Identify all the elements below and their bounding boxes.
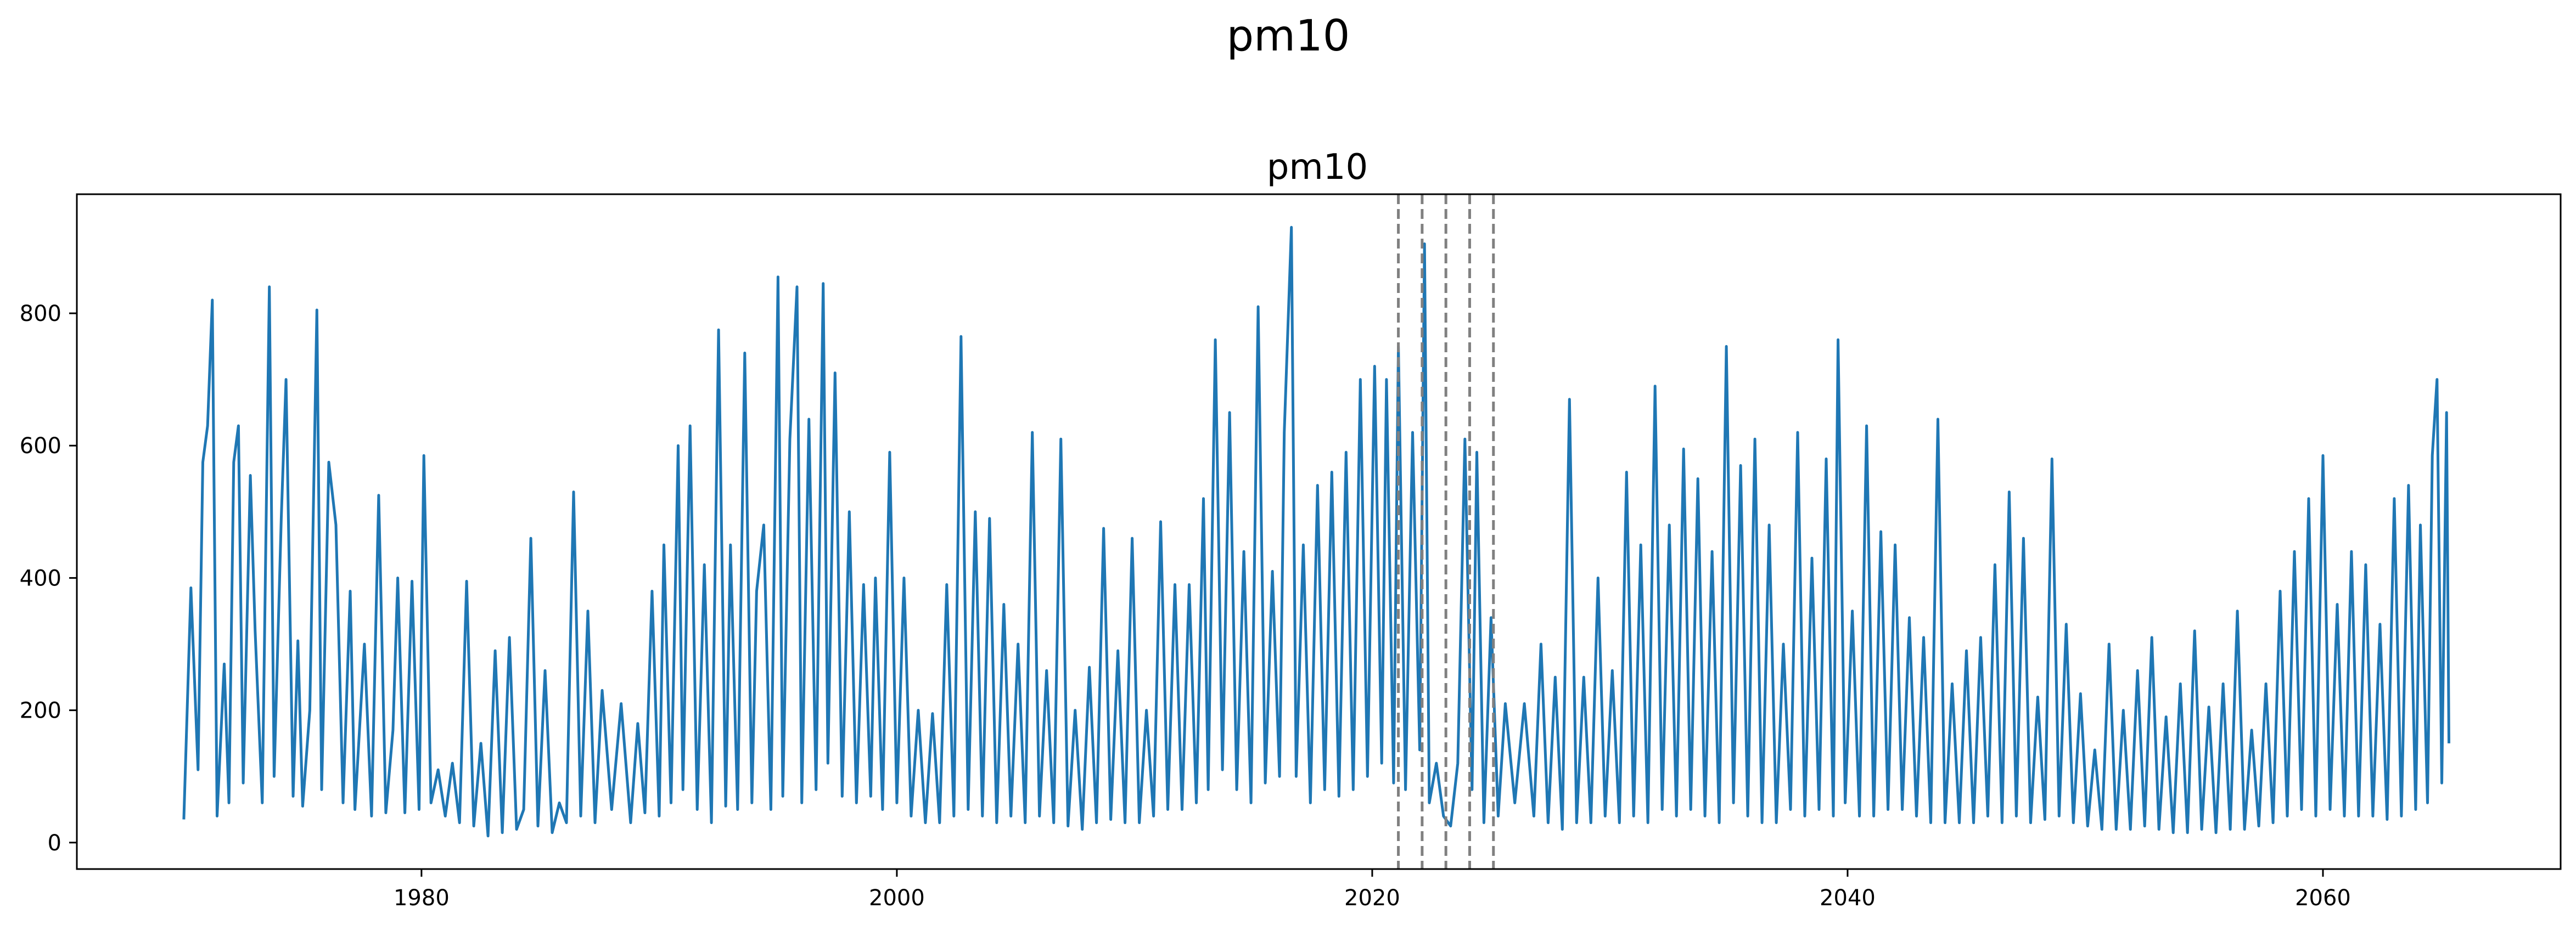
x-tick-label: 2020 <box>1344 885 1400 911</box>
figure-suptitle: pm10 <box>1227 12 1350 61</box>
x-tick-label: 2000 <box>869 885 925 911</box>
x-axis: 1980 2000 2020 2040 2060 <box>394 869 2351 911</box>
plot-frame <box>76 193 2562 870</box>
y-tick-label: 200 <box>20 698 61 724</box>
y-tick-label: 600 <box>20 433 61 459</box>
series-line-0 <box>182 225 2450 838</box>
y-axis: 0 200 400 600 800 <box>20 301 77 856</box>
marker-lines <box>1397 194 1495 869</box>
series-layer <box>182 225 2450 838</box>
y-tick-label: 400 <box>20 566 61 591</box>
plot-area <box>182 194 2450 869</box>
y-tick-label: 800 <box>20 301 61 326</box>
x-tick-label: 2060 <box>2295 885 2351 911</box>
x-tick-label: 1980 <box>394 885 450 911</box>
y-tick-label: 0 <box>48 831 61 856</box>
axes-title: pm10 <box>1267 147 1368 188</box>
x-tick-label: 2040 <box>1820 885 1876 911</box>
